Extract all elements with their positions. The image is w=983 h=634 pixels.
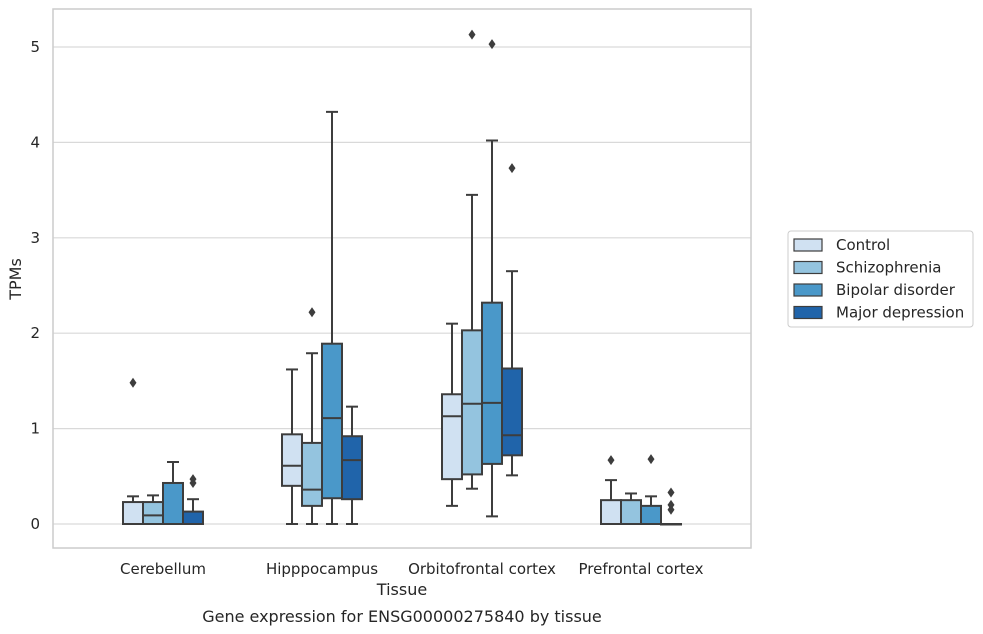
- box-iqr: [122, 501, 144, 526]
- outlier-point: [189, 474, 197, 485]
- box-iqr: [162, 481, 184, 525]
- legend-label: Schizophrenia: [836, 259, 941, 277]
- x-tick-label: Hipppocampus: [266, 560, 378, 578]
- y-gridlines: [53, 46, 751, 525]
- box-iqr: [501, 367, 523, 457]
- outlier-point: [607, 455, 615, 466]
- y-axis-label: TPMs: [6, 258, 25, 301]
- y-tick-label: 0: [30, 515, 40, 533]
- box-iqr: [600, 499, 622, 525]
- box-iqr: [142, 501, 164, 526]
- legend-label: Major depression: [836, 304, 964, 322]
- outlier-point: [488, 39, 496, 50]
- box-3-0: [600, 455, 622, 525]
- legend-swatch: [793, 260, 823, 275]
- outlier-point: [308, 307, 316, 318]
- x-axis-label: Tissue: [376, 580, 427, 599]
- box-1-2: [321, 110, 343, 525]
- box-iqr: [441, 393, 463, 481]
- legend: Control Schizophrenia Bipolar disorder Majo…: [787, 230, 974, 328]
- box-iqr: [182, 510, 204, 525]
- box-iqr: [281, 433, 303, 487]
- box-1-3: [341, 405, 363, 525]
- y-tick-label: 5: [30, 38, 40, 56]
- box-iqr: [341, 435, 363, 501]
- box-iqr: [461, 329, 483, 476]
- box-0-2: [162, 460, 184, 525]
- y-tick-label: 3: [30, 229, 40, 247]
- outlier-point: [468, 29, 476, 40]
- outlier-point: [667, 487, 675, 498]
- box-0-0: [122, 377, 144, 526]
- x-tick-label: Cerebellum: [120, 560, 206, 578]
- box-3-2: [640, 454, 662, 525]
- box-0-3: [182, 474, 204, 525]
- y-tick-label: 4: [30, 133, 40, 151]
- box-iqr: [481, 301, 503, 465]
- legend-swatch: [793, 305, 823, 320]
- box-2-1: [461, 29, 483, 490]
- box-1-1: [301, 307, 323, 525]
- legend-label: Control: [836, 236, 890, 254]
- box-iqr: [620, 499, 642, 525]
- box-groups: [122, 29, 682, 526]
- legend-swatch: [793, 238, 823, 252]
- outlier-point: [508, 163, 516, 174]
- box-3-1: [620, 492, 642, 525]
- outlier-point: [647, 454, 655, 465]
- box-1-0: [281, 368, 303, 525]
- legend-swatch: [793, 283, 823, 297]
- legend-label: Bipolar disorder: [836, 281, 956, 299]
- box-iqr: [301, 441, 323, 507]
- plot-frame: [52, 8, 752, 549]
- y-tick-labels: 0 1 2 3 4 5: [30, 38, 40, 533]
- box-0-1: [142, 494, 164, 526]
- box-iqr: [321, 342, 343, 500]
- y-tick-label: 2: [30, 324, 40, 342]
- y-tick-label: 1: [30, 420, 40, 438]
- box-3-3: [660, 487, 682, 526]
- box-2-0: [441, 322, 463, 507]
- x-tick-label: Orbitofrontal cortex: [408, 560, 556, 578]
- outlier-point: [667, 499, 675, 510]
- legend-frame: [787, 230, 974, 328]
- outlier-point: [129, 377, 137, 388]
- chart-caption: Gene expression for ENSG00000275840 by t…: [202, 607, 602, 626]
- box-2-3: [501, 163, 523, 477]
- x-tick-labels: Cerebellum Hipppocampus Orbitofrontal cort…: [120, 560, 704, 578]
- x-tick-label: Prefrontal cortex: [579, 560, 704, 578]
- box-2-2: [481, 39, 503, 518]
- box-iqr: [640, 504, 662, 525]
